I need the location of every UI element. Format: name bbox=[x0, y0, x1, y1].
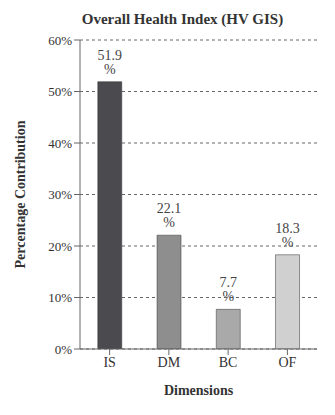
html-text:Overall Health Index (HV GIS): Overall Health Index (HV GIS) bbox=[81, 11, 284, 27]
svg-text:60%: 60% bbox=[48, 33, 72, 48]
svg-text:10%: 10% bbox=[48, 290, 72, 305]
svg-text:20%: 20% bbox=[48, 239, 72, 254]
svg-text:OF: OF bbox=[278, 355, 296, 370]
svg-text:BC: BC bbox=[219, 355, 238, 370]
svg-text:40%: 40% bbox=[48, 136, 72, 151]
svg-text:22.1%: 22.1% bbox=[157, 201, 182, 230]
svg-text:IS: IS bbox=[103, 355, 115, 370]
svg-text:7.7%: 7.7% bbox=[220, 275, 238, 304]
svg-text:50%: 50% bbox=[48, 84, 72, 99]
svg-text:DM: DM bbox=[158, 355, 181, 370]
svg-text:0%: 0% bbox=[55, 342, 73, 357]
svg-text:Dimensions: Dimensions bbox=[164, 383, 234, 398]
svg-text:18.3%: 18.3% bbox=[275, 221, 300, 250]
svg-text:Percentage Contribution: Percentage Contribution bbox=[13, 120, 28, 268]
svg-text:30%: 30% bbox=[48, 187, 72, 202]
svg-text:51.9%: 51.9% bbox=[98, 48, 123, 77]
